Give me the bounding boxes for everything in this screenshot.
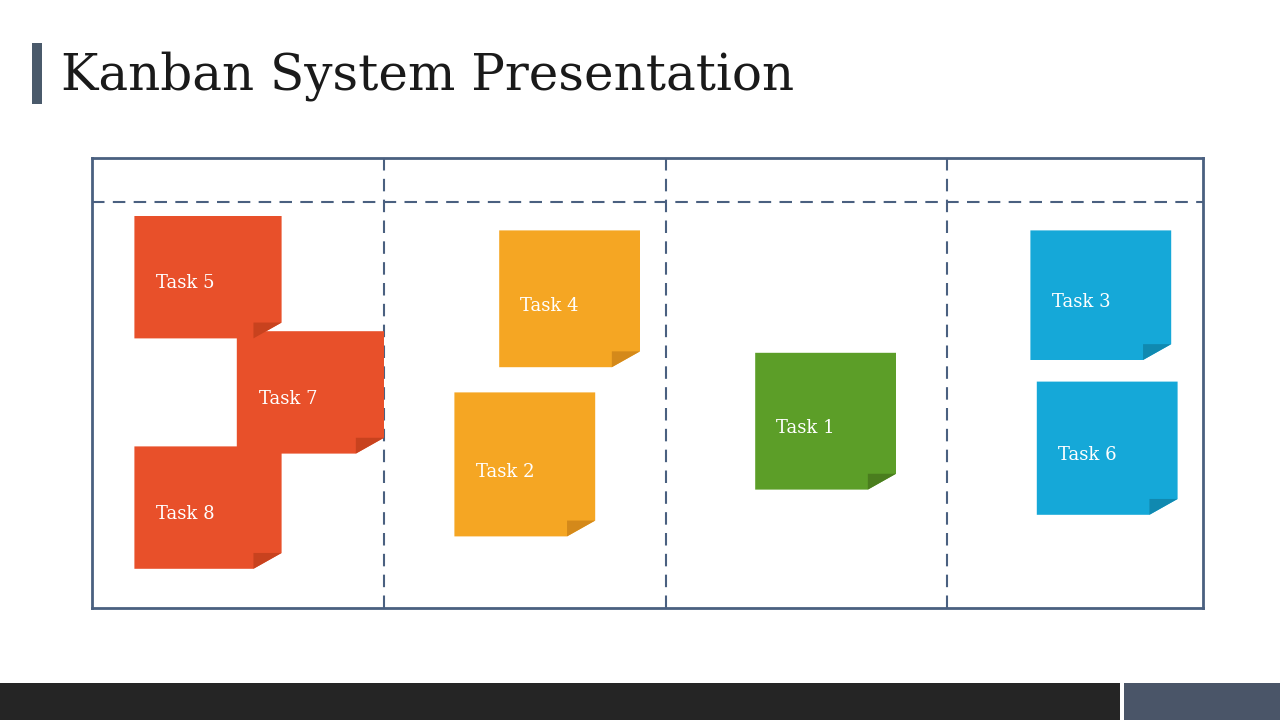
Text: Task 4: Task 4 [521, 297, 579, 315]
Polygon shape [612, 351, 640, 367]
FancyBboxPatch shape [1124, 683, 1280, 720]
Polygon shape [454, 392, 595, 536]
Text: Task 3: Task 3 [1052, 292, 1110, 311]
Polygon shape [1149, 499, 1178, 515]
Text: Task 5: Task 5 [156, 274, 215, 292]
Polygon shape [237, 331, 384, 454]
Polygon shape [1030, 230, 1171, 360]
Polygon shape [253, 553, 282, 569]
Text: Task 2: Task 2 [476, 462, 534, 481]
Polygon shape [134, 446, 282, 569]
Polygon shape [356, 438, 384, 454]
Polygon shape [253, 323, 282, 338]
Polygon shape [1037, 382, 1178, 515]
Text: Task 8: Task 8 [156, 505, 215, 523]
Polygon shape [134, 216, 282, 338]
Text: Task 6: Task 6 [1059, 446, 1116, 464]
Polygon shape [499, 230, 640, 367]
Polygon shape [1143, 344, 1171, 360]
Text: Kanban System Presentation: Kanban System Presentation [61, 50, 795, 101]
FancyBboxPatch shape [32, 43, 42, 104]
Polygon shape [868, 474, 896, 490]
Text: Task 1: Task 1 [776, 419, 835, 437]
Text: Task 7: Task 7 [259, 390, 317, 408]
Polygon shape [567, 521, 595, 536]
FancyBboxPatch shape [0, 683, 1120, 720]
Polygon shape [755, 353, 896, 490]
